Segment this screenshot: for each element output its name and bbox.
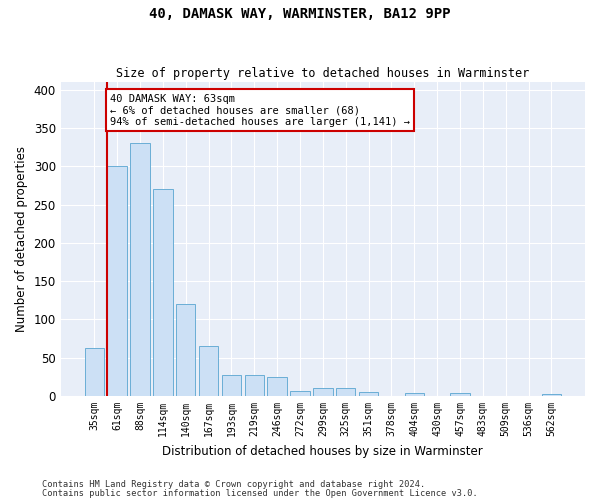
Bar (130, 144, 149, 396)
Bar (85, 348, 104, 396)
Y-axis label: Number of detached properties: Number of detached properties (15, 146, 28, 332)
Bar (404, 393, 424, 396)
X-axis label: Distribution of detached houses by size in Warminster: Distribution of detached houses by size … (163, 444, 483, 458)
Text: Contains HM Land Registry data © Crown copyright and database right 2024.: Contains HM Land Registry data © Crown c… (42, 480, 425, 489)
Bar (199, 346, 218, 396)
Bar (268, 377, 287, 396)
Text: 40, DAMASK WAY, WARMINSTER, BA12 9PP: 40, DAMASK WAY, WARMINSTER, BA12 9PP (149, 8, 451, 22)
Bar (313, 388, 332, 396)
Bar (290, 390, 310, 396)
Text: 40 DAMASK WAY: 63sqm
← 6% of detached houses are smaller (68)
94% of semi-detach: 40 DAMASK WAY: 63sqm ← 6% of detached ho… (110, 94, 410, 126)
Bar (542, 394, 561, 396)
Bar (245, 374, 264, 396)
Title: Size of property relative to detached houses in Warminster: Size of property relative to detached ho… (116, 66, 529, 80)
Bar (336, 388, 355, 396)
Bar (107, 166, 127, 396)
Bar (176, 304, 196, 396)
Bar (221, 374, 241, 396)
Text: Contains public sector information licensed under the Open Government Licence v3: Contains public sector information licen… (42, 490, 478, 498)
Bar (153, 190, 173, 396)
Bar (450, 393, 470, 396)
Bar (359, 392, 378, 396)
